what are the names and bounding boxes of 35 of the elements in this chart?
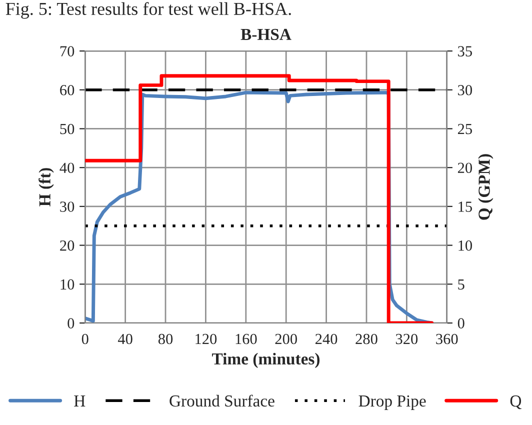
legend-label: Q bbox=[510, 395, 522, 410]
y2-tick-label: 20 bbox=[458, 162, 472, 174]
y-tick-label: 10 bbox=[60, 279, 74, 290]
x-tick-label: 280 bbox=[356, 334, 378, 344]
y2-tick-label: 30 bbox=[458, 85, 472, 96]
x-tick-label: 240 bbox=[316, 334, 338, 344]
y2-axis-title: Q (GPM) bbox=[478, 154, 494, 220]
y-tick-label: 20 bbox=[60, 240, 74, 251]
x-tick-label: 200 bbox=[275, 334, 297, 344]
x-tick-label: 80 bbox=[158, 334, 173, 344]
legend-label: Drop Pipe bbox=[358, 395, 426, 410]
y-tick-label: 40 bbox=[60, 162, 74, 174]
y-tick-label: 70 bbox=[60, 46, 74, 56]
y-tick-label: 50 bbox=[60, 124, 74, 134]
x-tick-label: 360 bbox=[436, 334, 458, 344]
legend-label: H bbox=[74, 396, 86, 406]
y-axis-title: H (ft) bbox=[38, 168, 54, 206]
y-tick-label: 30 bbox=[60, 202, 74, 212]
y2-tick-label: 35 bbox=[458, 46, 472, 56]
x-tick-label: 0 bbox=[82, 334, 88, 344]
x-tick-label: 320 bbox=[396, 334, 418, 344]
y2-tick-label: 5 bbox=[458, 279, 464, 290]
y2-tick-label: 0 bbox=[458, 318, 464, 328]
y-tick-label: 0 bbox=[68, 318, 74, 328]
y2-tick-label: 10 bbox=[458, 240, 472, 251]
y2-tick-label: 15 bbox=[458, 202, 472, 212]
x-axis-title: Time (minutes) bbox=[212, 352, 320, 368]
x-tick-label: 160 bbox=[236, 334, 257, 344]
x-tick-label: 40 bbox=[118, 334, 132, 344]
y-tick-label: 60 bbox=[60, 85, 74, 96]
x-tick-label: 120 bbox=[196, 334, 217, 344]
y2-tick-label: 25 bbox=[458, 124, 472, 134]
caption: Fig. 5: Test results for test well B-HSA. bbox=[6, 2, 291, 19]
chart-title: B-HSA bbox=[240, 28, 292, 40]
legend-label: Ground Surface bbox=[170, 394, 274, 407]
